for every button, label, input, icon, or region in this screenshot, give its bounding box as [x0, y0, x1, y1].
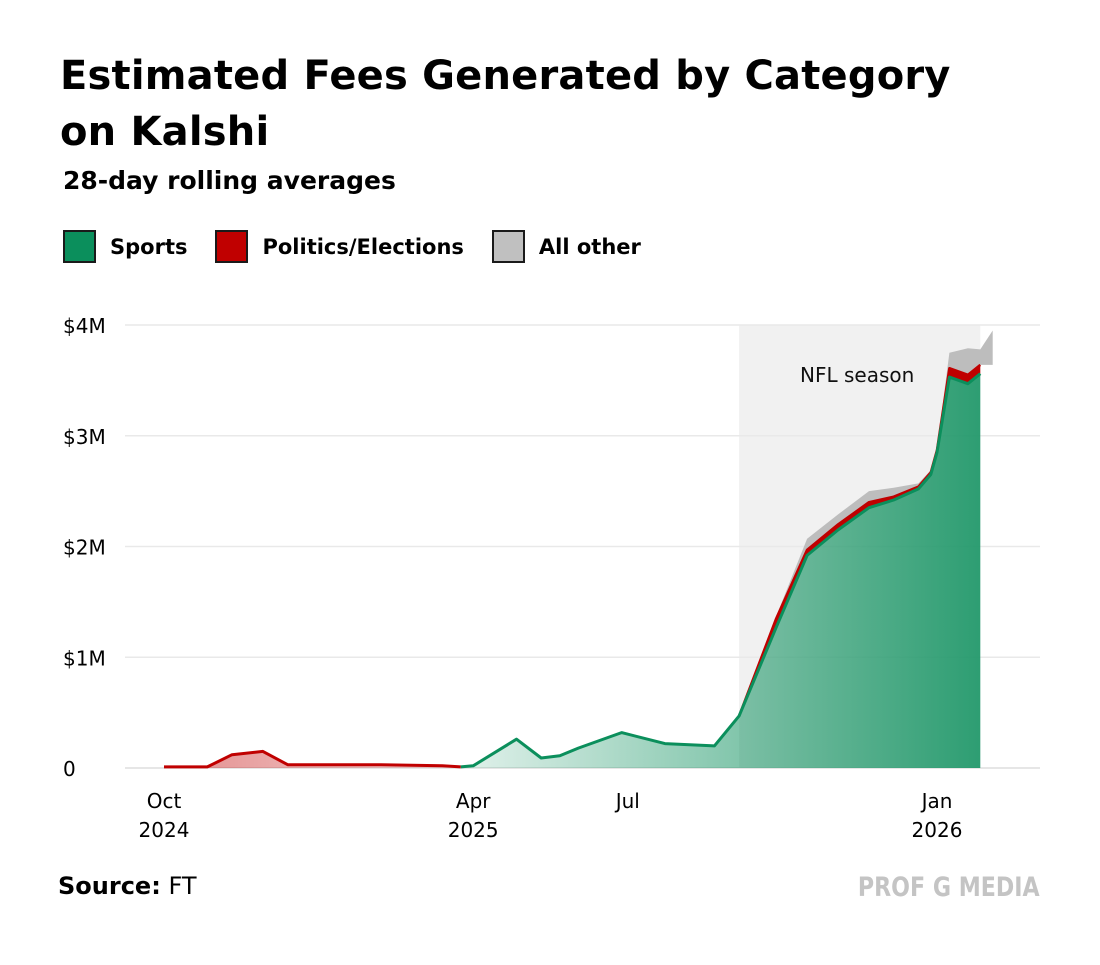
source-label: Source: [58, 872, 161, 900]
brand-logo: PROF G MEDIA [858, 872, 1040, 903]
annotation-nfl-season: NFL season [800, 363, 914, 387]
x-tick-label-2: Jul [614, 789, 640, 813]
series-line-sports [460, 372, 982, 769]
series-line-politics-late [737, 363, 982, 717]
y-tick-label-2: $2M [63, 536, 106, 560]
y-tick-label-4: $4M [63, 314, 106, 338]
chart-subtitle: 28-day rolling averages [63, 166, 396, 195]
legend: Sports Politics/Elections All other [63, 230, 669, 263]
x-tick-label-1: Apr [456, 789, 491, 813]
legend-label-politics: Politics/Elections [262, 234, 464, 259]
legend-item-politics: Politics/Elections [215, 230, 464, 263]
legend-label-other: All other [538, 234, 641, 259]
x-tick-sublabel-3: 2026 [912, 818, 963, 842]
series-area-politics-early [164, 751, 461, 768]
x-tick-label-3: Jan [920, 789, 953, 813]
series-area-sports [460, 373, 981, 768]
x-tick-sublabel-1: 2025 [448, 818, 499, 842]
source-value: FT [168, 872, 197, 900]
chart-title: Estimated Fees Generated by Category on … [60, 53, 951, 155]
x-tick-sublabel-0: 2024 [139, 818, 190, 842]
source-line: Source: FT [58, 872, 196, 900]
legend-swatch-politics [215, 230, 249, 263]
legend-swatch-sports [63, 230, 96, 263]
y-tick-label-1: $1M [63, 646, 106, 670]
series-area-all-other [739, 330, 993, 716]
legend-item-sports: Sports [63, 230, 187, 263]
y-tick-label-0: 0 [63, 757, 76, 781]
legend-item-other: All other [491, 230, 641, 263]
legend-swatch-other [491, 230, 525, 263]
y-tick-label-3: $3M [63, 425, 106, 449]
legend-label-sports: Sports [110, 234, 188, 259]
series-line-politics-early [164, 749, 461, 769]
x-tick-label-0: Oct [147, 789, 182, 813]
